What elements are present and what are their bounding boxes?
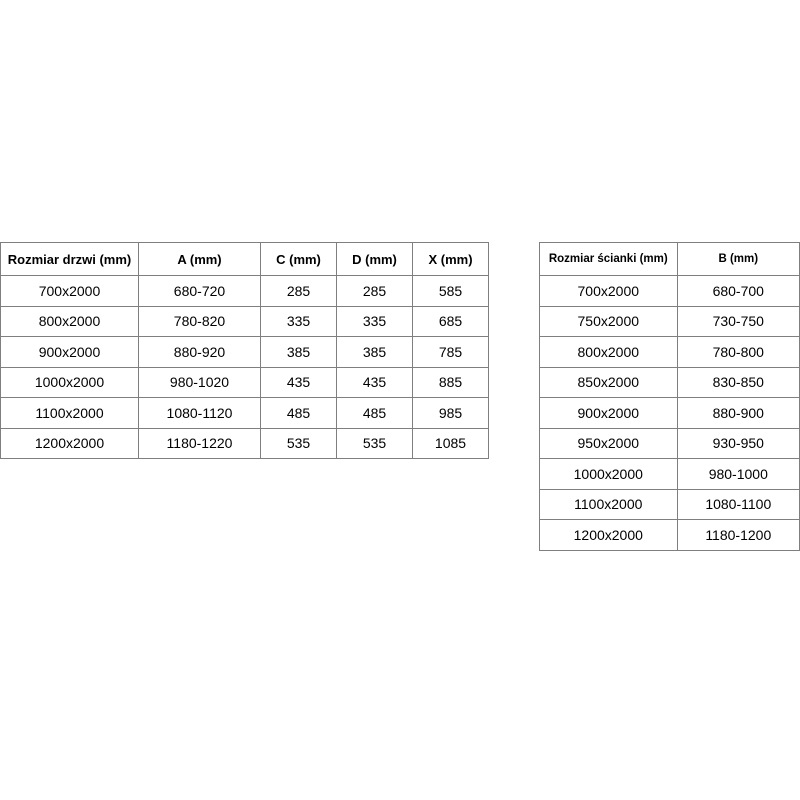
table-cell: 485 [336, 397, 413, 429]
table-cell: 700x2000 [0, 275, 139, 307]
table-cell: 1100x2000 [0, 397, 139, 429]
table-cell: 930-950 [676, 427, 800, 459]
header-cell: Rozmiar ścianki (mm) [539, 242, 678, 276]
table-cell: 1180-1200 [676, 519, 800, 551]
table-cell: 800x2000 [0, 305, 139, 337]
table-cell: 435 [336, 366, 413, 398]
table-cell: 535 [260, 427, 337, 459]
table-cell: 800x2000 [539, 336, 678, 368]
table-row: 900x2000 880-920 385 385 785 [0, 336, 489, 368]
table-row: 900x2000 880-900 [539, 397, 800, 429]
table-cell: 985 [412, 397, 489, 429]
table-cell: 980-1020 [138, 366, 261, 398]
table-cell: 385 [260, 336, 337, 368]
table-cell: 950x2000 [539, 427, 678, 459]
table-row: 800x2000 780-800 [539, 336, 800, 368]
header-cell: B (mm) [676, 242, 800, 276]
table-cell: 585 [412, 275, 489, 307]
table-cell: 1200x2000 [0, 427, 139, 459]
table-cell: 980-1000 [676, 458, 800, 490]
table-cell: 385 [336, 336, 413, 368]
table-row: 1200x2000 1180-1220 535 535 1085 [0, 427, 489, 459]
table-cell: 780-820 [138, 305, 261, 337]
table-row: 700x2000 680-700 [539, 275, 800, 307]
table-cell: 785 [412, 336, 489, 368]
table-cell: 1080-1120 [138, 397, 261, 429]
table-row: 1000x2000 980-1000 [539, 458, 800, 490]
table-cell: 1180-1220 [138, 427, 261, 459]
table-cell: 730-750 [676, 305, 800, 337]
table-cell: 1085 [412, 427, 489, 459]
table-cell: 335 [336, 305, 413, 337]
header-cell: X (mm) [412, 242, 489, 276]
table-row: 1100x2000 1080-1100 [539, 488, 800, 520]
table-cell: 335 [260, 305, 337, 337]
table-row: 800x2000 780-820 335 335 685 [0, 305, 489, 337]
table-cell: 700x2000 [539, 275, 678, 307]
table-cell: 900x2000 [539, 397, 678, 429]
header-cell: Rozmiar drzwi (mm) [0, 242, 139, 276]
table-cell: 885 [412, 366, 489, 398]
table-row: 1000x2000 980-1020 435 435 885 [0, 366, 489, 398]
table-cell: 285 [336, 275, 413, 307]
table-row: 850x2000 830-850 [539, 366, 800, 398]
table-cell: 435 [260, 366, 337, 398]
table-cell: 780-800 [676, 336, 800, 368]
table-cell: 900x2000 [0, 336, 139, 368]
table-cell: 485 [260, 397, 337, 429]
header-row: Rozmiar drzwi (mm) A (mm) C (mm) D (mm) X (m… [0, 242, 489, 276]
header-cell: C (mm) [260, 242, 337, 276]
door-size-table: Rozmiar drzwi (mm) A (mm) C (mm) D (mm) X (m… [0, 242, 489, 459]
table-cell: 750x2000 [539, 305, 678, 337]
header-cell: A (mm) [138, 242, 261, 276]
table-cell: 680-700 [676, 275, 800, 307]
table-cell: 1080-1100 [676, 488, 800, 520]
table-cell: 1100x2000 [539, 488, 678, 520]
table-row: 1100x2000 1080-1120 485 485 985 [0, 397, 489, 429]
table-row: 700x2000 680-720 285 285 585 [0, 275, 489, 307]
table-row: 950x2000 930-950 [539, 427, 800, 459]
table-cell: 880-920 [138, 336, 261, 368]
table-cell: 1200x2000 [539, 519, 678, 551]
panel-size-table: Rozmiar ścianki (mm) B (mm) 700x2000 680-70… [539, 242, 800, 551]
table-cell: 685 [412, 305, 489, 337]
table-cell: 680-720 [138, 275, 261, 307]
table-cell: 850x2000 [539, 366, 678, 398]
header-row: Rozmiar ścianki (mm) B (mm) [539, 242, 800, 276]
table-cell: 285 [260, 275, 337, 307]
table-cell: 830-850 [676, 366, 800, 398]
table-cell: 535 [336, 427, 413, 459]
table-row: 750x2000 730-750 [539, 305, 800, 337]
table-row: 1200x2000 1180-1200 [539, 519, 800, 551]
table-cell: 880-900 [676, 397, 800, 429]
header-cell: D (mm) [336, 242, 413, 276]
table-cell: 1000x2000 [539, 458, 678, 490]
table-cell: 1000x2000 [0, 366, 139, 398]
